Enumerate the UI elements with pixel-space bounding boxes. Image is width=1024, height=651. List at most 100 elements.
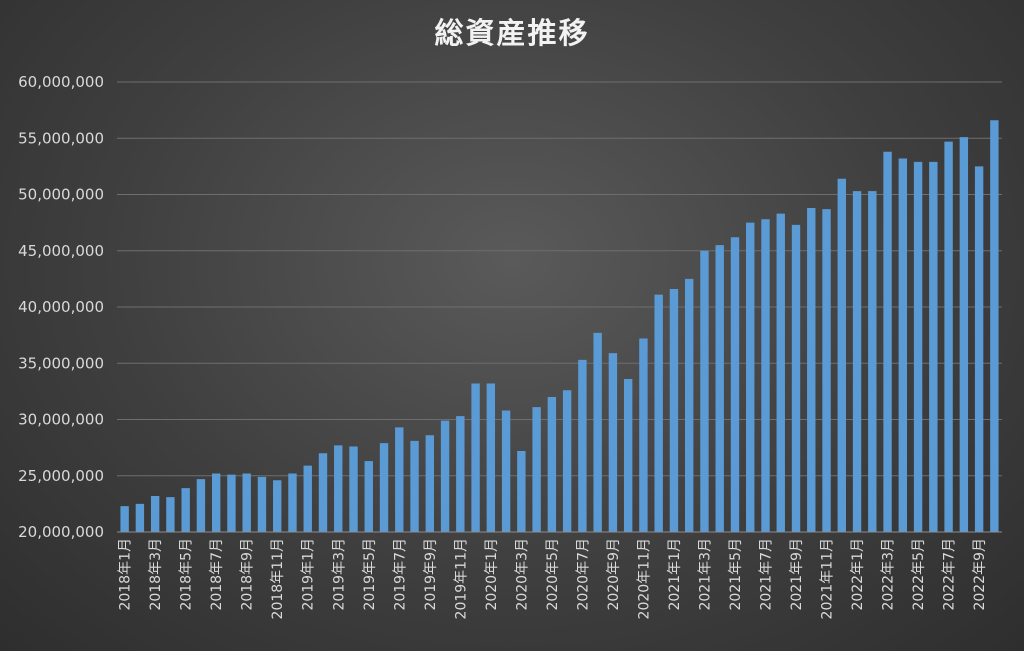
- bar: [456, 416, 465, 532]
- x-tick-label: 2018年7月: [209, 538, 225, 611]
- bar: [379, 443, 389, 532]
- x-tick-label: 2019年7月: [392, 538, 408, 611]
- gridlines: [117, 81, 1002, 477]
- y-tick-label: 30,000,000: [18, 411, 104, 429]
- y-tick-label: 35,000,000: [18, 354, 104, 372]
- bar: [623, 379, 633, 532]
- x-tick-label: 2018年5月: [179, 538, 195, 611]
- x-tick-label: 2021年1月: [667, 538, 683, 611]
- x-tick-label: 2021年5月: [728, 538, 744, 611]
- bar: [211, 473, 221, 532]
- y-tick-label: 20,000,000: [18, 523, 104, 541]
- bar: [822, 209, 831, 532]
- bar: [334, 445, 343, 532]
- bar: [166, 497, 175, 532]
- bar: [593, 332, 602, 532]
- y-tick-label: 60,000,000: [18, 73, 104, 91]
- x-axis-tick-labels: 2018年1月 2018年3月 2018年5月 2018年7月 2018年9月 2018年…: [118, 538, 988, 619]
- bar: [608, 353, 618, 532]
- bar: [425, 435, 434, 532]
- bar: [364, 461, 373, 532]
- x-tick-label: 2020年7月: [575, 538, 591, 611]
- bar: [257, 476, 267, 532]
- x-tick-label: 2018年3月: [148, 538, 164, 611]
- bar: [761, 219, 770, 532]
- x-tick-label: 2020年11月: [636, 538, 652, 619]
- bar: [318, 453, 328, 532]
- bar: [273, 480, 282, 532]
- x-tick-label: 2018年1月: [118, 538, 134, 611]
- bar: [440, 420, 450, 532]
- x-tick-label: 2021年3月: [697, 538, 713, 611]
- x-tick-label: 2019年5月: [362, 538, 378, 611]
- x-tick-label: 2021年9月: [789, 538, 805, 611]
- bar: [746, 222, 755, 532]
- x-tick-label: 2018年9月: [240, 538, 256, 611]
- x-tick-label: 2019年3月: [331, 538, 347, 611]
- x-tick-label: 2021年11月: [820, 538, 836, 619]
- y-tick-label: 50,000,000: [18, 186, 104, 204]
- x-tick-label: 2021年7月: [758, 538, 774, 611]
- bar: [974, 166, 984, 532]
- bar: [120, 506, 129, 532]
- bar: [181, 488, 190, 532]
- bar: [990, 120, 999, 532]
- x-tick-label: 2020年5月: [545, 538, 561, 611]
- x-tick-label: 2022年1月: [850, 538, 866, 611]
- x-tick-label: 2022年7月: [942, 538, 958, 611]
- bar: [410, 440, 419, 532]
- y-tick-label: 45,000,000: [18, 242, 104, 260]
- bar: [654, 294, 663, 532]
- bar: [639, 338, 648, 532]
- bar: [150, 496, 160, 532]
- bar: [471, 383, 480, 532]
- bar: [959, 137, 969, 532]
- bar: [715, 245, 724, 532]
- bar: [517, 451, 526, 532]
- bar: [913, 161, 923, 532]
- bar: [578, 359, 587, 532]
- bar: [929, 161, 938, 532]
- bar: [791, 224, 801, 532]
- bar: [486, 383, 496, 532]
- y-axis-tick-labels: 20,000,000 25,000,000 30,000,000 35,000,000…: [18, 73, 104, 541]
- bar: [562, 390, 572, 532]
- y-tick-label: 55,000,000: [18, 129, 104, 147]
- x-tick-label: 2020年3月: [514, 538, 530, 611]
- bar: [837, 178, 846, 532]
- bar: [532, 407, 541, 532]
- y-tick-label: 25,000,000: [18, 467, 104, 485]
- x-tick-label: 2019年1月: [301, 538, 317, 611]
- bar: [303, 465, 312, 532]
- x-tick-label: 2022年3月: [881, 538, 897, 611]
- x-tick-label: 2019年9月: [423, 538, 439, 611]
- bar: [700, 250, 709, 532]
- chart-title: 総資産推移: [434, 16, 589, 50]
- x-tick-label: 2020年1月: [484, 538, 500, 611]
- x-tick-label: 2022年9月: [972, 538, 988, 611]
- bar: [501, 410, 511, 532]
- bar: [547, 397, 557, 532]
- bar: [807, 208, 816, 532]
- bar: [349, 446, 358, 532]
- bar: [685, 278, 694, 532]
- x-tick-label: 2019年11月: [453, 538, 469, 619]
- bar: [227, 474, 236, 532]
- bar: [868, 191, 877, 532]
- bar: [898, 158, 908, 532]
- bar: [883, 151, 892, 532]
- bar: [135, 503, 145, 532]
- bar: [196, 479, 206, 532]
- bar: [669, 289, 679, 532]
- bar: [944, 141, 953, 532]
- bar: [776, 213, 785, 532]
- bar: [288, 473, 297, 532]
- bar: [730, 237, 740, 532]
- bar: [242, 473, 251, 532]
- bar: [852, 191, 862, 532]
- x-tick-label: 2020年9月: [606, 538, 622, 611]
- x-tick-label: 2018年11月: [270, 538, 286, 619]
- bar: [395, 427, 404, 532]
